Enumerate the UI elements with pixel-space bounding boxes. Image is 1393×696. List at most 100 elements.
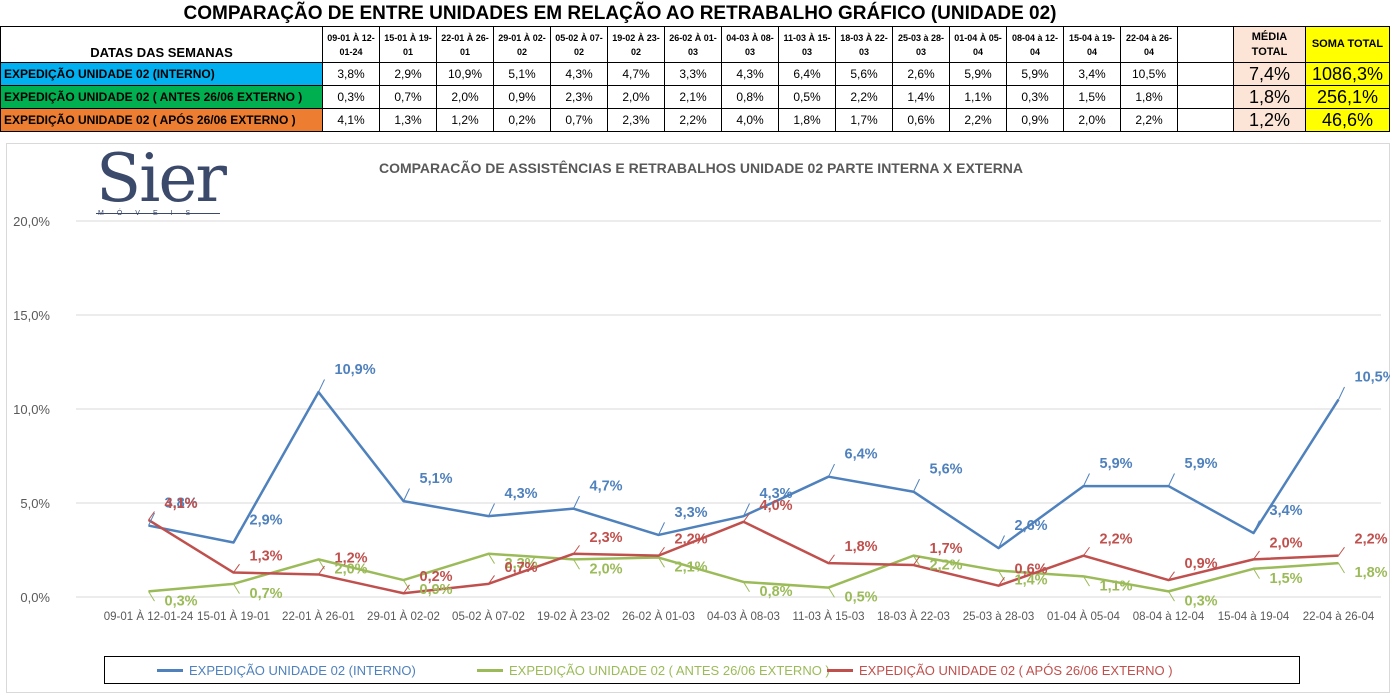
average-header: MÉDIA TOTAL [1233, 26, 1306, 63]
data-label-leader [233, 583, 240, 594]
data-label-leader [743, 503, 750, 517]
legend-swatch [157, 668, 183, 672]
y-tick-label: 0,0% [20, 590, 50, 605]
data-label: 0,9% [1185, 556, 1218, 572]
data-label-leader [318, 379, 325, 393]
data-label: 1,7% [930, 541, 963, 557]
data-label-leader [1083, 576, 1090, 587]
value-cell: 2,0% [436, 85, 494, 109]
week-header: 22-04 à 26-04 [1120, 26, 1178, 63]
value-cell: 2,2% [835, 85, 893, 109]
value-cell: 0,3% [322, 85, 380, 109]
data-label-leader [1338, 386, 1345, 400]
value-cell: 1,2% [436, 108, 494, 132]
table-row: EXPEDIÇÃO UNIDADE 02 ( ANTES 26/06 EXTER… [0, 85, 1390, 109]
data-label-leader [828, 587, 835, 598]
x-tick-label: 29-01 À 02-02 [367, 610, 440, 623]
data-label-leader [318, 565, 325, 575]
sier-logo: Sier MÓVEIS [96, 146, 236, 222]
value-cell: 2,0% [1063, 108, 1121, 132]
data-label-leader [488, 503, 495, 517]
average-cell: 1,8% [1233, 85, 1306, 109]
data-label: 5,9% [1100, 456, 1133, 472]
data-label-leader [148, 591, 155, 602]
data-label: 2,2% [675, 532, 708, 548]
x-tick-label: 01-04 À 05-04 [1047, 610, 1120, 623]
data-label-leader [913, 556, 920, 566]
data-label: 4,7% [590, 479, 623, 495]
legend-swatch [827, 668, 853, 672]
data-label-leader [658, 522, 665, 536]
data-label: 2,3% [590, 530, 623, 546]
week-header: 19-02 À 23-02 [607, 26, 665, 63]
data-label-leader [658, 557, 665, 568]
data-label-leader [148, 511, 155, 521]
table-row: EXPEDIÇÃO UNIDADE 02 (INTERNO) 3,8% 2,9% 10… [0, 62, 1390, 86]
data-label: 2,6% [1015, 518, 1048, 534]
spacer-cell [1177, 62, 1234, 86]
data-label-leader [573, 545, 580, 555]
sum-cell: 46,6% [1305, 108, 1390, 132]
data-label: 2,0% [335, 561, 368, 577]
data-label-leader [233, 563, 240, 573]
data-label: 3,4% [1270, 503, 1303, 519]
data-label-leader [1253, 550, 1260, 560]
value-cell: 6,4% [778, 62, 836, 86]
data-label: 2,3% [505, 556, 538, 572]
series-line [148, 552, 1339, 593]
summary-table: DATAS DAS SEMANAS 09-01 À 12-01-24 15-01… [0, 26, 1390, 132]
data-label-leader [148, 512, 155, 526]
value-cell: 1,4% [892, 85, 950, 109]
value-cell: 4,3% [550, 62, 608, 86]
week-header: 11-03 À 15-03 [778, 26, 836, 63]
value-cell: 1,7% [835, 108, 893, 132]
row-label: EXPEDIÇÃO UNIDADE 02 ( APÓS 26/06 EXTERN… [0, 108, 323, 132]
value-cell: 10,9% [436, 62, 494, 86]
data-label-leader [913, 478, 920, 492]
table-row: EXPEDIÇÃO UNIDADE 02 ( APÓS 26/06 EXTERN… [0, 108, 1390, 132]
value-cell: 0,6% [892, 108, 950, 132]
value-cell: 3,4% [1063, 62, 1121, 86]
data-label: 0,7% [505, 560, 538, 576]
x-tick-label: 05-02 À 07-02 [452, 610, 525, 623]
data-label: 1,2% [335, 550, 368, 566]
data-label-leader [488, 553, 495, 564]
data-label: 2,2% [1100, 532, 1133, 548]
data-label-leader [1253, 520, 1260, 534]
value-cell: 5,9% [1006, 62, 1064, 86]
value-cell: 1,3% [379, 108, 437, 132]
value-cell: 2,2% [664, 108, 722, 132]
data-label: 4,3% [505, 486, 538, 502]
data-label: 5,9% [1185, 456, 1218, 472]
data-label: 10,5% [1355, 370, 1391, 386]
value-cell: 1,8% [1120, 85, 1178, 109]
value-cell: 1,1% [949, 85, 1007, 109]
y-tick-label: 5,0% [20, 496, 50, 511]
week-header: 25-03 à 28-03 [892, 26, 950, 63]
value-cell: 0,2% [493, 108, 551, 132]
data-label: 0,7% [250, 586, 283, 602]
data-label: 0,8% [760, 584, 793, 600]
x-tick-label: 18-03 À 22-03 [877, 610, 950, 623]
x-tick-label: 04-03 À 08-03 [707, 610, 780, 623]
data-label: 1,5% [1270, 571, 1303, 587]
legend-swatch [477, 668, 503, 672]
value-cell: 2,3% [607, 108, 665, 132]
data-label: 6,4% [845, 447, 878, 463]
value-cell: 0,7% [379, 85, 437, 109]
data-label: 2,9% [250, 512, 283, 528]
data-label-leader [828, 554, 835, 564]
data-label-leader [403, 488, 410, 502]
value-cell: 2,2% [949, 108, 1007, 132]
value-cell: 5,1% [493, 62, 551, 86]
data-label-leader [1168, 473, 1175, 487]
data-label-leader [488, 575, 495, 585]
value-cell: 2,3% [550, 85, 608, 109]
x-tick-label: 09-01 À 12-01-24 [104, 610, 194, 623]
week-header: 08-04 à 12-04 [1006, 26, 1064, 63]
value-cell: 5,9% [949, 62, 1007, 86]
week-header: 15-01 À 19-01 [379, 26, 437, 63]
data-label-leader [1338, 546, 1345, 556]
average-cell: 1,2% [1233, 108, 1306, 132]
data-label: 1,3% [250, 549, 283, 565]
